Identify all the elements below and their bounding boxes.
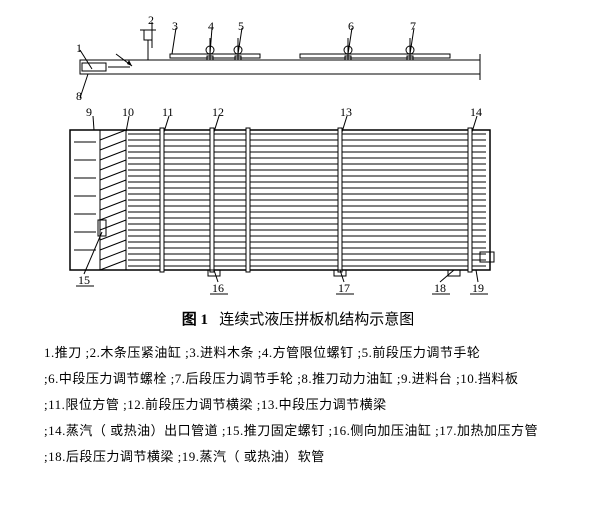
- legend-item-15: 15.推刀固定螺钉: [226, 423, 325, 438]
- svg-text:6: 6: [348, 19, 354, 33]
- diagram-canvas: 12345678910111213141516171819: [0, 0, 596, 330]
- svg-text:3: 3: [172, 19, 178, 33]
- legend-item-2: 2.木条压紧油缸: [90, 345, 182, 360]
- svg-text:16: 16: [212, 281, 224, 295]
- svg-text:18: 18: [434, 281, 446, 295]
- legend-item-9: 9.进料台: [401, 371, 452, 386]
- svg-text:12: 12: [212, 105, 224, 119]
- svg-text:2: 2: [148, 13, 154, 27]
- diagram-svg: 12345678910111213141516171819: [0, 0, 596, 300]
- svg-text:14: 14: [470, 105, 482, 119]
- svg-text:17: 17: [338, 281, 350, 295]
- legend-item-1: 1.推刀: [44, 345, 82, 360]
- svg-text:7: 7: [410, 19, 416, 33]
- legend-item-7: 7.后段压力调节手轮: [175, 371, 294, 386]
- legend-block: 1.推刀 ;2.木条压紧油缸 ;3.进料木条 ;4.方管限位螺钉 ;5.前段压力…: [44, 340, 552, 470]
- svg-text:5: 5: [238, 19, 244, 33]
- caption-text: 连续式液压拼板机结构示意图: [219, 312, 414, 328]
- legend-item-16: 16.侧向加压油缸: [333, 423, 432, 438]
- svg-text:13: 13: [340, 105, 352, 119]
- legend-item-12: 12.前段压力调节横梁: [127, 397, 253, 412]
- svg-text:8: 8: [76, 89, 82, 103]
- legend-item-3: 3.进料木条: [189, 345, 254, 360]
- legend-item-13: 13.中段压力调节横梁: [261, 397, 387, 412]
- legend-item-11: 11.限位方管: [48, 397, 119, 412]
- legend-item-18: 18.后段压力调节横梁: [48, 449, 174, 464]
- svg-text:15: 15: [78, 273, 90, 287]
- legend-item-19: 19.蒸汽（ 或热油）软管: [182, 449, 325, 464]
- legend-item-5: 5.前段压力调节手轮: [362, 345, 481, 360]
- svg-text:19: 19: [472, 281, 484, 295]
- legend-item-14: 14.蒸汽（ 或热油）出口管道: [48, 423, 218, 438]
- caption-prefix: 图 1: [182, 312, 208, 328]
- legend-item-6: 6.中段压力调节螺栓: [48, 371, 167, 386]
- svg-text:4: 4: [208, 19, 214, 33]
- svg-text:10: 10: [122, 105, 134, 119]
- legend-item-8: 8.推刀动力油缸: [301, 371, 393, 386]
- svg-text:1: 1: [76, 41, 82, 55]
- svg-text:9: 9: [86, 105, 92, 119]
- figure-caption: 图 1 连续式液压拼板机结构示意图: [0, 308, 596, 329]
- legend-item-17: 17.加热加压方管: [439, 423, 538, 438]
- legend-item-4: 4.方管限位螺钉: [262, 345, 354, 360]
- svg-text:11: 11: [162, 105, 174, 119]
- legend-item-10: 10.挡料板: [460, 371, 518, 386]
